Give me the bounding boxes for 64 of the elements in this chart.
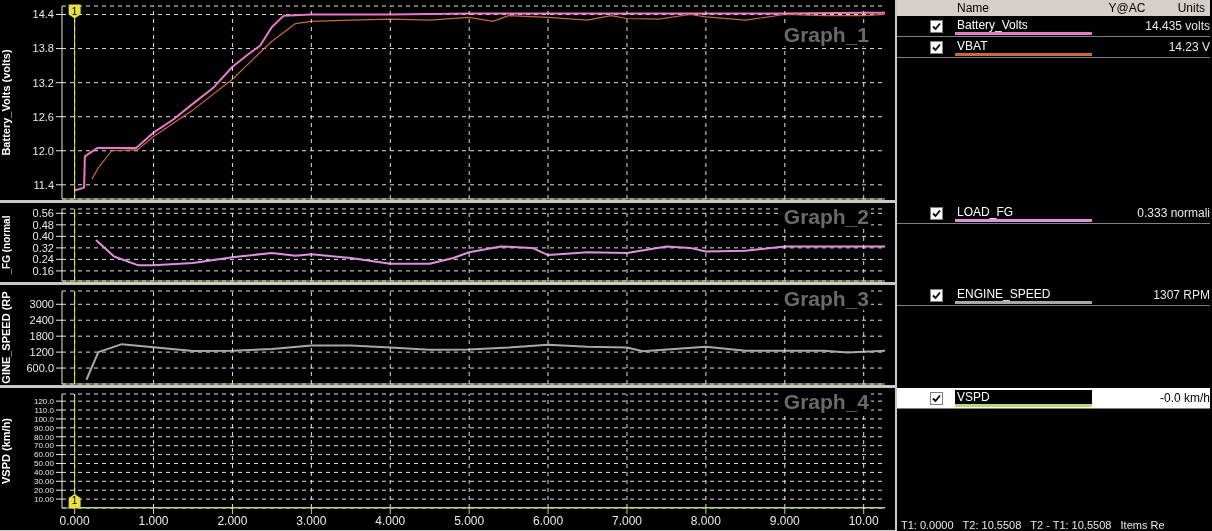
y-axis-title: VSPD (km/h) [0,417,12,485]
x-tick-label: 4.000 [375,513,406,528]
y-tick-label: 80.00 [33,432,55,442]
y-tick-label: 11.4 [33,178,54,191]
y-tick-label: 13.8 [32,42,54,55]
x-tick-label: 6.000 [533,513,564,528]
x-tick-label: 0.000 [59,513,90,528]
x-tick-label: 10.00 [848,513,880,528]
y-tick-label: 20.00 [33,486,55,496]
y-tick-label: 1200 [29,346,54,359]
y-tick-label: 0.40 [32,230,54,243]
chart-title: Graph_4 [781,390,871,413]
text: T1: 0.0000 T2: 10.5508 T2 - T1: 10.5508 Items Re [901,519,1165,531]
y-tick-label: 60.00 [33,450,55,460]
x-tick-label: 5.000 [454,513,485,528]
chart-title: Graph_3 [781,287,871,310]
y-tick-label: 70.00 [33,441,55,451]
flag-icon: 1 [68,494,81,508]
x-tick-label: 2.000 [217,513,248,528]
y-tick-label: 0.32 [32,241,54,254]
y-tick-label: 100.0 [33,414,55,424]
x-tick-label: 3.000 [296,513,327,528]
y-tick-label: 0.56 [32,207,54,220]
y-tick-label: 12.6 [32,110,54,123]
legend-title: Name [957,1,990,15]
y-tick-label: 0.48 [32,218,54,231]
y-axis-title: GINE_SPEED (RP [0,291,12,384]
y-tick-label: 120.0 [33,396,55,406]
text: Graph_1 [781,23,871,46]
text: 14.23 V [1167,40,1210,54]
text: 1307 RPM [1152,288,1210,302]
y-tick-label: 30.00 [33,477,55,487]
y-tick-label: 110.0 [34,405,55,415]
y-tick-label: 12.0 [32,144,54,157]
x-tick-label: 1.000 [138,513,169,528]
text: LOAD_FG [955,204,1093,222]
chart-title: Graph_2 [781,205,871,228]
flag-icon: 1 [68,4,81,19]
y-tick-label: 90.00 [33,423,55,433]
y-tick-label: 0.16 [32,264,54,277]
text: -0.0 km/h [1159,391,1210,405]
y-tick-label: 13.2 [32,76,54,89]
text: Units [1176,1,1205,15]
y-tick-label: 14.4 [32,8,54,21]
y-tick-label: 2400 [29,314,54,327]
x-tick-label: 7.000 [611,513,643,528]
text: Y@AC [1107,1,1147,15]
y-tick-label: 1800 [29,330,54,343]
text: VSPD [955,389,1093,407]
y-tick-label: 50.00 [33,459,55,469]
text: Battery_Volts [955,17,1093,35]
y-tick-label: 40.00 [33,468,55,478]
x-tick-label: 8.000 [690,513,722,528]
y-tick-label: 3000 [29,298,54,311]
y-tick-label: 10.00 [33,494,55,504]
text: ENGINE_SPEED [955,286,1093,304]
x-tick-label: 9.000 [769,513,801,528]
y-tick-label: 0.24 [32,253,54,266]
text: 0.333 normali [1136,206,1210,220]
text: VBAT [955,38,1093,56]
y-axis-title: _FG (normal [0,215,12,276]
y-axis-title: Battery_Volts (volts) [0,49,12,156]
y-tick-label: 600.0 [26,361,54,374]
text: 14.435 volts [1144,19,1210,33]
